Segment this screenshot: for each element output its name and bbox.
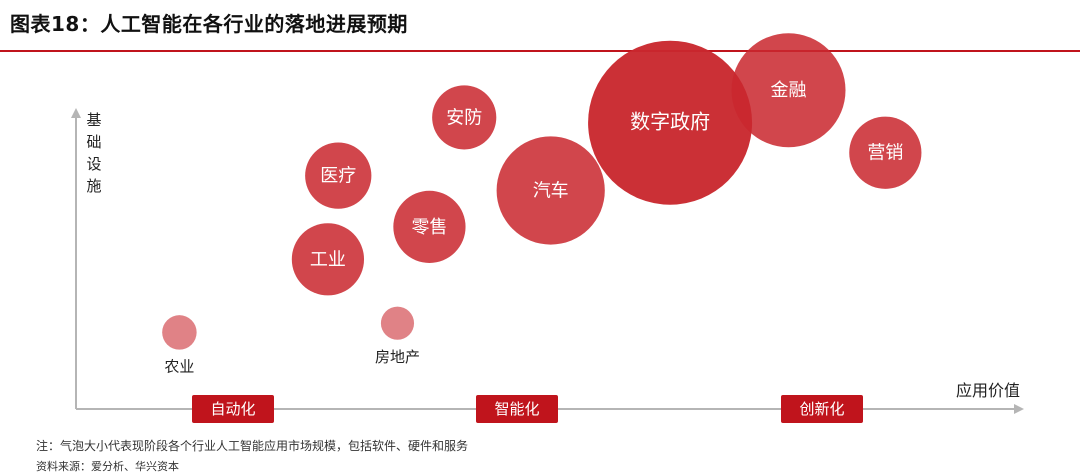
bubble-label: 工业: [310, 249, 346, 270]
y-axis-arrow: [71, 108, 81, 118]
y-axis-label-char: 施: [86, 177, 101, 195]
stage-box: [192, 395, 274, 423]
bubble: [731, 33, 846, 148]
stage-label: 自动化: [210, 400, 255, 418]
y-axis-label-char: 础: [86, 133, 101, 151]
bubble: [432, 85, 497, 150]
bubble: [496, 136, 605, 245]
stage-markers: 自动化 智能化 创新化: [192, 395, 863, 423]
stage-box: [781, 395, 863, 423]
bubble: [588, 40, 753, 205]
bubble: [380, 306, 415, 340]
bubble: [291, 223, 365, 296]
title-rule: [0, 50, 1080, 52]
bubble-label: 汽车: [533, 180, 569, 201]
y-axis-label-char: 设: [86, 155, 101, 173]
bubble-label: 营销: [867, 143, 903, 164]
source-note: 资料来源：爱分析、华兴资本: [36, 460, 179, 473]
bubble-label: 金融: [771, 80, 807, 101]
y-axis-label-char: 基: [86, 111, 101, 129]
x-axis-arrow: [1014, 404, 1024, 414]
stage-box: [476, 395, 558, 423]
bubble-label: 安防: [446, 107, 482, 128]
bubble-label: 农业: [164, 358, 194, 376]
chart-note: 注：气泡大小代表现阶段各个行业人工智能应用市场规模，包括软件、硬件和服务: [36, 439, 469, 453]
stage-label: 智能化: [494, 400, 539, 418]
x-axis-label: 应用价值: [956, 381, 1020, 400]
page-title: 图表18：人工智能在各行业的落地进展预期: [10, 12, 408, 36]
stage-label: 创新化: [799, 400, 844, 418]
bubble-label: 数字政府: [630, 110, 710, 134]
bubble: [305, 142, 372, 209]
bubble-label: 医疗: [320, 166, 356, 187]
bubble: [849, 116, 922, 189]
bubble-label: 房地产: [375, 348, 420, 366]
bubble: [162, 315, 197, 350]
bubble: [393, 190, 466, 263]
bubble-label: 零售: [411, 217, 447, 238]
